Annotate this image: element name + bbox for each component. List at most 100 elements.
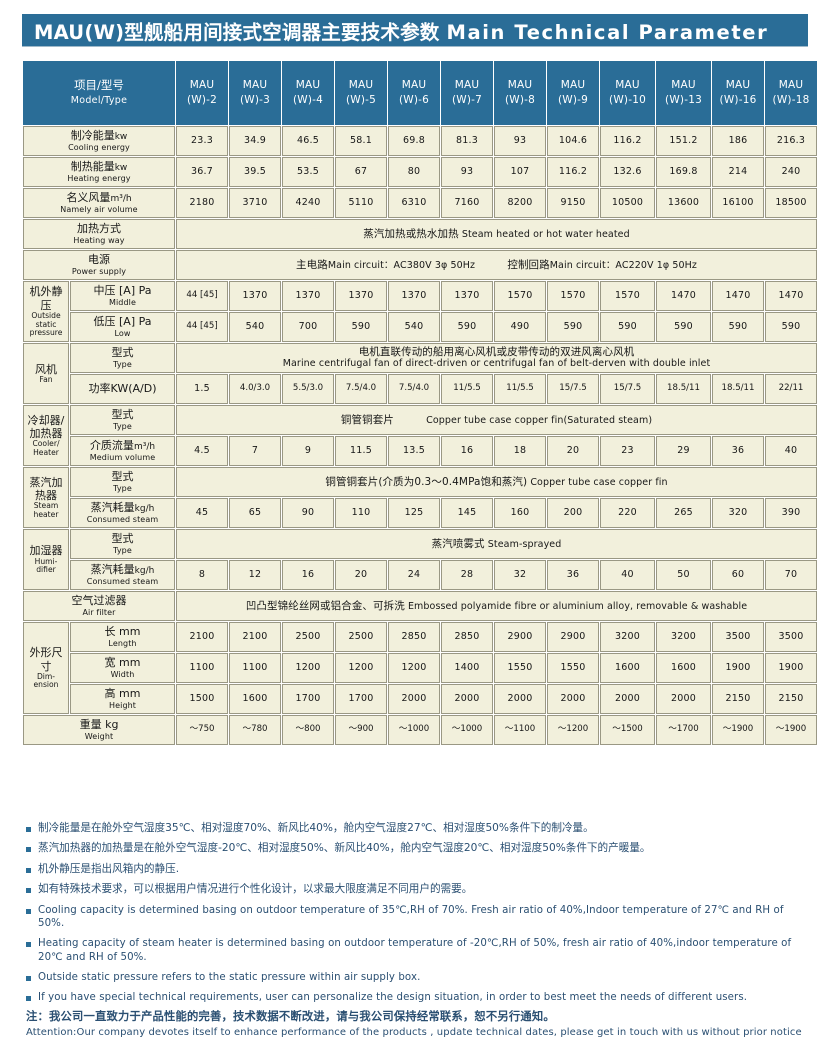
cell-value: 2100	[176, 622, 229, 652]
cell-value: 18.5/11	[656, 374, 712, 404]
cell-value: 11.5	[335, 436, 388, 466]
cell-value: 29	[656, 436, 712, 466]
cell-value: 1600	[229, 684, 282, 714]
cell-value: 1470	[765, 281, 818, 311]
row-cooling-energy: 制冷能量kw Cooling energy 23.3 34.9 46.5 58.…	[23, 126, 818, 156]
page-title-banner: MAU(W)型舰船用间接式空调器主要技术参数 Main Technical Pa…	[22, 14, 808, 46]
cell-value: 2000	[656, 684, 712, 714]
cell-value: 2850	[441, 622, 494, 652]
cell-value: 39.5	[229, 157, 282, 187]
cell-value: 36.7	[176, 157, 229, 187]
attention-cn: 注：我公司一直致力于产品性能的完善，技术数据不断改进，请与我公司保持经常联系，恕…	[26, 1010, 555, 1023]
cell-value: 1370	[282, 281, 335, 311]
row-label-cooler-type: 型式 Type	[70, 405, 176, 435]
cell-value: 1550	[494, 653, 547, 683]
technical-parameter-table: 项目/型号 Model/Type MAU (W)-2 MAU (W)-3 MAU (W…	[22, 60, 818, 746]
cell-value: 1900	[765, 653, 818, 683]
cell-value: 8	[176, 560, 229, 590]
header-model-11: MAU (W)-18	[765, 61, 818, 125]
cell-value: 1570	[494, 281, 547, 311]
page-title-en: Main Technical Parameter	[446, 20, 769, 44]
cell-value: 107	[494, 157, 547, 187]
row-fan-power: 功率KW(A/D) 1.5 4.0/3.0 5.5/3.0 7.5/4.0 7.…	[23, 374, 818, 404]
cell-value: 2150	[765, 684, 818, 714]
row-weight: 重量 kg Weight ～750 ～780 ～800 ～900 ～1000 ～…	[23, 715, 818, 745]
cell-value: 93	[441, 157, 494, 187]
row-air-volume: 名义风量m³/h Namely air volume 2180 3710 424…	[23, 188, 818, 218]
bullet-square-icon	[26, 827, 31, 832]
cell-value: 2900	[547, 622, 600, 652]
cell-value: 18	[494, 436, 547, 466]
cell-value: 2000	[388, 684, 441, 714]
cell-value: 3710	[229, 188, 282, 218]
header-model-2: MAU (W)-4	[282, 61, 335, 125]
group-label-cooler-heater: 冷却器/加热器 Cooler/ Heater	[23, 405, 69, 466]
cell-value: 240	[765, 157, 818, 187]
row-label-fan-power: 功率KW(A/D)	[70, 374, 176, 404]
cell-value: 40	[765, 436, 818, 466]
cell-value: 3200	[656, 622, 712, 652]
bullet-square-icon	[26, 975, 31, 981]
cell-value: 540	[388, 312, 441, 342]
page-title-cn: MAU(W)型舰船用间接式空调器主要技术参数	[34, 20, 440, 44]
cell-value: 2000	[547, 684, 600, 714]
row-label-power-supply: 电源 Power supply	[23, 250, 176, 280]
cell-value: 58.1	[335, 126, 388, 156]
row-label-middle-pressure: 中压 [A] Pa Middle	[70, 281, 176, 311]
cell-value: 3500	[765, 622, 818, 652]
cell-value: 90	[282, 498, 335, 528]
cell-value: 36	[547, 560, 600, 590]
header-model-9: MAU (W)-13	[656, 61, 712, 125]
row-dimension-height: 高 mm Height 1500 1600 1700 1700 2000 200…	[23, 684, 818, 714]
row-static-pressure-low: 低压 [A] Pa Low 44 [45] 540 700 590 540 59…	[23, 312, 818, 342]
cell-value: 7.5/4.0	[388, 374, 441, 404]
attention-footer: 注：我公司一直致力于产品性能的完善，技术数据不断改进，请与我公司保持经常联系，恕…	[26, 1009, 816, 1040]
cell-value: 3500	[712, 622, 765, 652]
row-heating-energy: 制热能量kw Heating energy 36.7 39.5 53.5 67 …	[23, 157, 818, 187]
cell-value: 186	[712, 126, 765, 156]
group-label-humidifier: 加湿器 Humi- difier	[23, 529, 69, 590]
attention-en: Attention:Our company devotes itself to …	[26, 1027, 802, 1039]
cell-value: 1200	[388, 653, 441, 683]
cell-value: 590	[765, 312, 818, 342]
cell-value: 590	[335, 312, 388, 342]
cell-heating-way-value: 蒸汽加热或热水加热 Steam heated or hot water heat…	[176, 219, 818, 249]
cell-value: 700	[282, 312, 335, 342]
cell-value: 220	[600, 498, 656, 528]
cell-value: 2100	[229, 622, 282, 652]
cell-value: 320	[712, 498, 765, 528]
cell-value: 104.6	[547, 126, 600, 156]
row-label-fan-type: 型式 Type	[70, 343, 176, 373]
cell-value: 216.3	[765, 126, 818, 156]
cell-value: 16	[441, 436, 494, 466]
row-power-supply: 电源 Power supply 主电路Main circuit：AC380V 3…	[23, 250, 818, 280]
row-air-filter: 空气过滤器 Air filter 凹凸型锦纶丝网或铝合金、可拆洗 Embosse…	[23, 591, 818, 621]
row-label-heating-way: 加热方式 Heating way	[23, 219, 176, 249]
row-heating-way: 加热方式 Heating way 蒸汽加热或热水加热 Steam heated …	[23, 219, 818, 249]
cell-value: 2500	[335, 622, 388, 652]
bullet-square-icon	[26, 847, 31, 853]
cell-value: 5110	[335, 188, 388, 218]
cell-value: 65	[229, 498, 282, 528]
cell-value: 1100	[229, 653, 282, 683]
cell-value: 50	[656, 560, 712, 590]
header-model-0: MAU (W)-2	[176, 61, 229, 125]
cell-value: 16	[282, 560, 335, 590]
note-item: 蒸汽加热器的加热量是在舱外空气湿度-20℃、相对湿度50%、新风比40%，舱内空…	[26, 842, 808, 856]
row-steam-heater-type: 蒸汽加热器 Steam heater 型式 Type 铜管铜套片(介质为0.3～…	[23, 467, 818, 528]
cell-value: 2850	[388, 622, 441, 652]
header-model-8: MAU (W)-10	[600, 61, 656, 125]
row-steam-heater-consumed: 蒸汽耗量kg/h Consumed steam 45 65 90 110 125…	[23, 498, 818, 528]
cell-value: 46.5	[282, 126, 335, 156]
cell-value: 24	[388, 560, 441, 590]
cell-value: 2000	[494, 684, 547, 714]
cell-value: 9150	[547, 188, 600, 218]
cell-value: 1700	[282, 684, 335, 714]
cell-value: 20	[547, 436, 600, 466]
cell-value: ～1900	[765, 715, 818, 745]
cell-value: 590	[600, 312, 656, 342]
cell-value: 11/5.5	[441, 374, 494, 404]
cell-value: 4240	[282, 188, 335, 218]
cell-value: 214	[712, 157, 765, 187]
cell-value: 15/7.5	[547, 374, 600, 404]
